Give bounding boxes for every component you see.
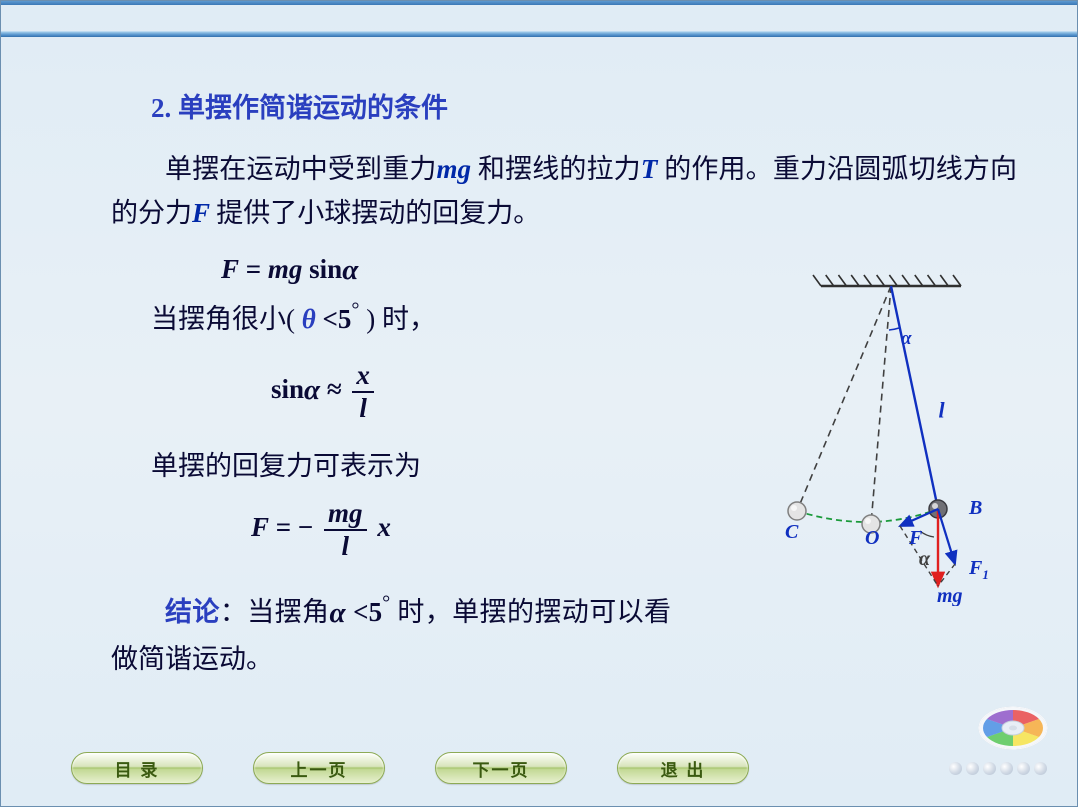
bottom-nav: 目 录 上一页 下一页 退 出: [71, 748, 1047, 788]
top-thick-bar: [1, 31, 1077, 37]
eq3-eq: =: [269, 512, 298, 542]
section-heading: 2. 单摆作简谐运动的条件: [151, 86, 1017, 125]
p1-text-b: 和摆线的拉力: [478, 154, 641, 184]
eq1-sin: sin: [309, 254, 342, 284]
prev-button[interactable]: 上一页: [253, 752, 385, 784]
l2-a: 当摆角很小(: [151, 304, 302, 334]
svg-text:C: C: [785, 521, 799, 543]
l2-lt: <: [323, 304, 338, 334]
svg-text:B: B: [968, 497, 982, 519]
pendulum-diagram: αlCOBFF1mgα: [751, 266, 999, 606]
dot: [1000, 762, 1013, 775]
eq3-x: x: [371, 512, 391, 542]
eq2-alpha: α: [304, 374, 320, 406]
eq2-den: l: [352, 393, 374, 422]
conc-lt: <: [353, 597, 368, 627]
svg-text:α: α: [919, 548, 931, 570]
eq1-mg: mg: [268, 254, 309, 284]
toc-button[interactable]: 目 录: [71, 752, 203, 784]
equation-3: F = − mgl x: [251, 500, 691, 560]
p1-text-d: 提供了小球摆动的回复力。: [216, 198, 540, 228]
dot: [1017, 762, 1030, 775]
p1-T: T: [641, 154, 664, 184]
conc-a: ：当摆角: [220, 597, 330, 627]
conc-label: 结论: [165, 597, 220, 627]
conc-five: 5: [369, 597, 383, 627]
dot: [949, 762, 962, 775]
cd-icon: [977, 701, 1049, 751]
eq2-approx: ≈: [320, 374, 348, 404]
svg-text:l: l: [939, 398, 946, 423]
eq3-den: l: [324, 531, 367, 560]
eq2-num: x: [352, 362, 374, 393]
dot: [983, 762, 996, 775]
p1-F: F: [192, 198, 216, 228]
eq1-eq: =: [239, 254, 268, 284]
eq3-F: F: [251, 512, 269, 542]
svg-text:O: O: [865, 527, 879, 549]
top-thin-bar: [1, 1, 1077, 5]
eq3-minus: −: [298, 512, 320, 542]
equation-2: sinα ≈ xl: [271, 362, 691, 422]
conc-alpha: α: [329, 597, 353, 629]
l2-five: 5: [338, 304, 352, 334]
eq2-sin: sin: [271, 374, 304, 404]
l2-b: ) 时，: [360, 304, 437, 334]
l2-theta: θ: [302, 304, 323, 334]
eq1-F: F: [221, 254, 239, 284]
exit-button[interactable]: 退 出: [617, 752, 749, 784]
svg-text:F1: F1: [968, 557, 989, 582]
svg-text:α: α: [901, 328, 912, 349]
eq2-frac: xl: [352, 362, 374, 422]
paragraph-1: 单摆在运动中受到重力mg 和摆线的拉力T 的作用。重力沿圆弧切线方向的分力F 提…: [111, 147, 1017, 235]
equation-1: F = mg sinα: [221, 249, 691, 289]
conc-deg: °: [382, 592, 390, 614]
p1-text-a: 单摆在运动中受到重力: [165, 154, 437, 184]
dot: [966, 762, 979, 775]
line-small-angle: 当摆角很小( θ <5° ) 时，: [151, 297, 691, 344]
eq3-num: mg: [324, 500, 367, 531]
eq1-alpha: α: [342, 254, 358, 286]
eq3-frac: mgl: [324, 500, 367, 560]
l2-deg: °: [351, 299, 359, 321]
line-restoring: 单摆的回复力可表示为: [151, 444, 691, 488]
conclusion: 结论：当摆角α <5° 时，单摆的摆动可以看做简谐运动。: [111, 590, 671, 681]
p1-mg: mg: [437, 154, 478, 184]
svg-text:F: F: [908, 527, 923, 549]
left-column: F = mg sinα 当摆角很小( θ <5° ) 时， sinα ≈ xl …: [111, 249, 691, 681]
svg-text:mg: mg: [937, 585, 963, 606]
page-dots: [949, 762, 1047, 775]
dot: [1034, 762, 1047, 775]
next-button[interactable]: 下一页: [435, 752, 567, 784]
